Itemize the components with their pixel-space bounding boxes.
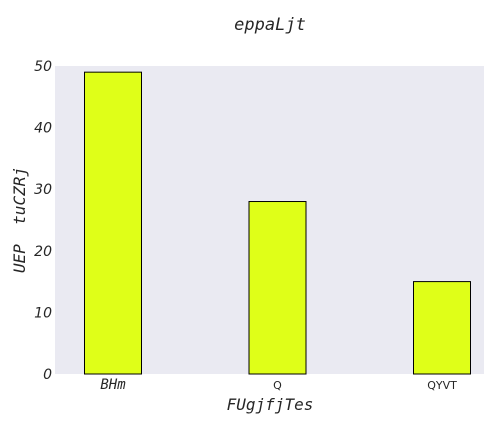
y-tick-label-10: 10: [34, 305, 52, 321]
x-tick-label-bhm: BHm: [100, 377, 126, 393]
y-tick-labels: 0 10 20 30 40 50: [34, 59, 52, 383]
x-tick-label-q: Q: [273, 379, 282, 392]
y-tick-label-30: 30: [34, 182, 52, 198]
bar-bhm: [84, 71, 142, 375]
bar-q: [248, 201, 307, 375]
chart-title: eppaLjt: [234, 15, 306, 35]
y-tick-label-40: 40: [34, 121, 52, 137]
y-axis-label: UEP tuCZRj: [10, 167, 29, 273]
y-tick-label-50: 50: [34, 59, 52, 75]
x-tick-labels: BHm Q QYVT: [100, 377, 457, 393]
y-tick-label-0: 0: [43, 367, 52, 383]
x-axis-label: FUgjfjTes: [227, 395, 314, 414]
y-tick-label-20: 20: [34, 244, 52, 260]
x-tick-label-qyvt: QYVT: [427, 379, 457, 392]
bar-qyvt: [413, 281, 471, 375]
bars-group: [84, 71, 471, 375]
